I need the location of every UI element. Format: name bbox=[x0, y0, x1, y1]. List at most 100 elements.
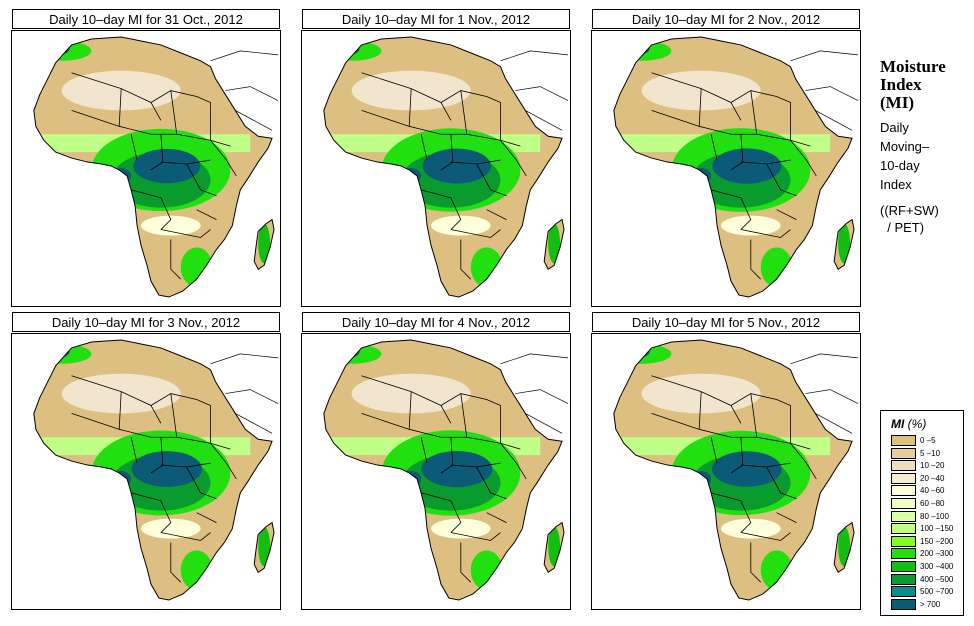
legend-swatch bbox=[891, 523, 916, 535]
country-border bbox=[361, 375, 452, 424]
country-border bbox=[160, 532, 211, 541]
country-border bbox=[776, 209, 797, 220]
country-border bbox=[421, 492, 462, 533]
country-border bbox=[651, 375, 742, 424]
legend-swatch bbox=[891, 447, 916, 459]
southern-moderate-zone bbox=[721, 215, 781, 236]
legend-swatch bbox=[891, 598, 916, 610]
country-border bbox=[131, 492, 172, 533]
southern-moderate-zone bbox=[721, 518, 781, 539]
madagascar-wet-zone bbox=[548, 223, 561, 264]
heading-line: Moisture bbox=[880, 57, 946, 76]
atlas-core-zone bbox=[335, 345, 360, 358]
country-border bbox=[710, 437, 718, 464]
madagascar-wet-zone bbox=[548, 526, 561, 567]
subtitle-line: Moving– bbox=[880, 139, 930, 154]
madagascar-wet-zone bbox=[838, 223, 851, 264]
atlas-core-zone bbox=[625, 42, 650, 55]
country-border bbox=[460, 90, 468, 135]
moisture-field bbox=[33, 339, 275, 601]
panel-title: Daily 10–day MI for 4 Nov., 2012 bbox=[302, 312, 570, 332]
country-border bbox=[196, 209, 217, 220]
country-border bbox=[651, 110, 811, 147]
country-border bbox=[740, 229, 791, 238]
moisture-map bbox=[301, 333, 571, 610]
legend-swatch bbox=[891, 535, 916, 547]
panel-title: Daily 10–day MI for 2 Nov., 2012 bbox=[592, 9, 860, 29]
middle-east-border bbox=[790, 50, 859, 131]
moisture-map bbox=[591, 333, 861, 610]
panel-title: Daily 10–day MI for 1 Nov., 2012 bbox=[302, 9, 570, 29]
country-border bbox=[420, 134, 428, 161]
southeast-wet-zone bbox=[180, 247, 213, 288]
country-border bbox=[71, 413, 231, 450]
country-border bbox=[160, 462, 211, 468]
country-border bbox=[698, 88, 702, 127]
country-border bbox=[131, 189, 172, 230]
gabon-max-zone bbox=[401, 168, 422, 184]
index-heading: Moisture Index (MI) bbox=[880, 58, 972, 112]
atlas-core-zone bbox=[45, 345, 70, 358]
country-border bbox=[408, 88, 412, 127]
moisture-field bbox=[323, 36, 565, 298]
subtitle-line: Daily bbox=[880, 120, 909, 135]
coastline bbox=[613, 339, 855, 601]
panel-title: Daily 10–day MI for 31 Oct., 2012 bbox=[12, 9, 280, 29]
country-border bbox=[118, 391, 122, 430]
southern-moderate-zone bbox=[431, 518, 491, 539]
country-border bbox=[500, 442, 527, 480]
country-border bbox=[766, 163, 797, 197]
southern-moderate-zone bbox=[431, 215, 491, 236]
country-border bbox=[440, 90, 501, 141]
southeast-wet-zone bbox=[760, 550, 793, 591]
legend-label: > 700 bbox=[920, 599, 941, 609]
madagascar-wet-zone bbox=[258, 223, 271, 264]
congo-max-zone bbox=[712, 451, 782, 487]
index-description: Moisture Index (MI) Daily Moving– 10-day… bbox=[880, 58, 972, 236]
country-border bbox=[486, 209, 507, 220]
coastline bbox=[613, 36, 855, 298]
subtitle-line: 10-day bbox=[880, 158, 920, 173]
moisture-field bbox=[323, 339, 565, 601]
country-border bbox=[450, 229, 501, 238]
country-border bbox=[776, 512, 797, 523]
legend-swatch bbox=[891, 485, 916, 497]
panel-title: Daily 10–day MI for 5 Nov., 2012 bbox=[592, 312, 860, 332]
country-border bbox=[420, 437, 428, 464]
country-border bbox=[186, 163, 217, 197]
country-border bbox=[186, 466, 217, 500]
gabon-max-zone bbox=[111, 168, 132, 184]
southern-moderate-zone bbox=[141, 518, 201, 539]
legend-label: 5 –10 bbox=[920, 448, 941, 458]
formula-line: / PET) bbox=[880, 220, 925, 235]
country-border bbox=[750, 393, 758, 438]
congo-max-zone bbox=[422, 148, 491, 184]
country-border bbox=[698, 391, 702, 430]
coastline bbox=[33, 36, 275, 298]
atlas-core-zone bbox=[45, 42, 70, 55]
country-border bbox=[440, 393, 501, 444]
formula-line: ((RF+SW) bbox=[880, 203, 939, 218]
moisture-field bbox=[613, 339, 855, 601]
country-border bbox=[196, 512, 217, 523]
country-border bbox=[651, 413, 811, 450]
legend-swatch bbox=[891, 498, 916, 509]
country-border bbox=[361, 110, 521, 147]
gabon-max-zone bbox=[401, 471, 422, 487]
country-border bbox=[71, 110, 231, 147]
country-border bbox=[450, 532, 501, 541]
country-border bbox=[476, 163, 507, 197]
index-formula: ((RF+SW) / PET) bbox=[880, 202, 972, 236]
congo-max-zone bbox=[712, 148, 782, 184]
country-border bbox=[421, 189, 462, 230]
country-border bbox=[408, 391, 412, 430]
legend-title: MI (%) bbox=[891, 417, 926, 431]
country-border bbox=[130, 134, 138, 161]
middle-east-border bbox=[790, 353, 859, 434]
country-border bbox=[766, 466, 797, 500]
madagascar-wet-zone bbox=[258, 526, 271, 567]
legend-label: 150 –200 bbox=[920, 536, 954, 546]
country-border bbox=[750, 542, 762, 583]
country-border bbox=[361, 413, 521, 450]
country-border bbox=[651, 72, 742, 121]
